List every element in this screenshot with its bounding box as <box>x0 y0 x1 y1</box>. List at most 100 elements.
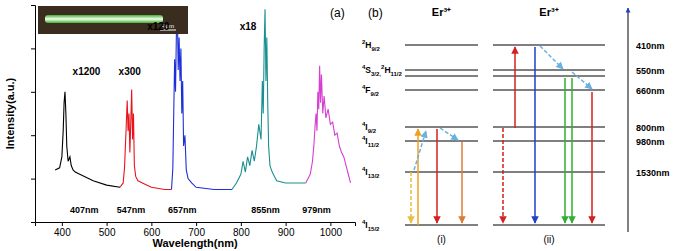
level-wavelength: 660nm <box>636 86 665 96</box>
y-tick-mark <box>31 135 35 136</box>
x-tick-mark <box>330 222 331 226</box>
energy-level <box>405 45 478 46</box>
transition-arrow <box>540 46 563 69</box>
transition-arrow <box>514 47 516 128</box>
x-tick: 400 <box>54 222 71 238</box>
level-wavelength: 980nm <box>636 137 665 147</box>
energy-level <box>493 225 605 226</box>
y-tick <box>31 5 35 6</box>
x-tick: 700 <box>188 222 205 238</box>
spectrum-line <box>306 66 351 183</box>
transition-arrow <box>440 128 458 140</box>
annotation: 407nm <box>70 205 99 215</box>
annotation: 547nm <box>117 205 146 215</box>
energy-level <box>405 172 478 173</box>
level-label: 4S3/2,2H11/2 <box>362 64 403 77</box>
annotation: x120 <box>147 21 170 32</box>
transition-arrow <box>502 128 504 223</box>
energy-level <box>493 76 605 77</box>
x-axis: 4005006007008009001000 <box>36 222 356 238</box>
panel-label: (a) <box>330 6 345 20</box>
column-label: (ii) <box>543 234 554 245</box>
x-tick-label: 400 <box>54 227 71 238</box>
x-tick-mark <box>286 222 287 226</box>
x-tick: 800 <box>233 222 250 238</box>
panel-label: (b) <box>368 6 383 20</box>
y-tick-mark <box>31 179 35 180</box>
x-tick-mark <box>196 222 197 226</box>
transition-arrow <box>591 92 593 223</box>
energy-level <box>493 172 605 173</box>
x-tick-label: 900 <box>278 227 295 238</box>
y-tick <box>31 179 35 180</box>
annotation: 657nm <box>168 205 197 215</box>
level-label: 4I11/2 <box>362 135 380 148</box>
energy-level <box>405 225 478 226</box>
energy-diagram: (b)Er³⁺(i)Er³⁺(ii)2H9/2410nm4S3/2,2H11/2… <box>362 6 670 245</box>
energy-level <box>405 76 478 77</box>
level-label: 4I13/2 <box>362 166 380 179</box>
y-tick-mark <box>31 48 35 49</box>
inset-image: 4μm <box>38 6 188 34</box>
level-label: 4I9/2 <box>362 121 377 134</box>
level-label-part: 9/2 <box>371 91 380 97</box>
level-label-part: 15/2 <box>368 226 380 232</box>
level-label-part: 11/2 <box>368 142 380 148</box>
spectrum-line <box>232 9 306 189</box>
x-tick: 500 <box>99 222 116 238</box>
level-wavelength: 800nm <box>636 123 665 133</box>
column-label: (i) <box>437 234 446 245</box>
x-axis-title: Wavelength(nm) <box>152 237 237 249</box>
y-tick <box>31 135 35 136</box>
y-axis-line <box>31 6 36 223</box>
y-tick-mark <box>31 5 35 6</box>
level-label: 4F9/2 <box>362 84 380 97</box>
inset-rod <box>45 15 163 23</box>
level-label-part: 9/2 <box>371 46 380 52</box>
plot-area <box>55 9 350 189</box>
transition-arrow <box>534 47 536 223</box>
energy-axis <box>628 8 629 232</box>
spectrum-line <box>55 92 120 187</box>
y-tick-mark <box>31 222 35 223</box>
y-tick <box>31 48 35 49</box>
spectrum-line <box>172 9 232 189</box>
annotation: x1200 <box>73 66 101 77</box>
y-axis <box>31 6 36 223</box>
spectrum-line <box>120 90 171 190</box>
level-label-part: 3/2, <box>371 71 381 77</box>
level-label: 4I15/2 <box>362 219 380 232</box>
energy-level <box>493 70 605 71</box>
annotation: 855nm <box>251 205 280 215</box>
energy-level <box>493 45 605 46</box>
level-wavelength: 550nm <box>636 66 665 76</box>
x-tick-label: 500 <box>99 227 116 238</box>
y-axis-title: Intensity(a.u.) <box>4 77 16 149</box>
energy-level <box>405 70 478 71</box>
transition-arrow <box>436 129 438 223</box>
y-tick <box>31 222 35 223</box>
level-wavelength: 410nm <box>636 41 665 51</box>
energy-level <box>405 141 478 142</box>
x-tick-mark <box>62 222 63 226</box>
annotation: x300 <box>119 66 142 77</box>
x-tick-mark <box>151 222 152 226</box>
x-axis-line <box>36 223 356 227</box>
transition-arrow <box>461 142 463 223</box>
y-tick <box>31 92 35 93</box>
energy-level <box>405 127 478 128</box>
column-header: Er³⁺ <box>432 6 451 18</box>
level-label-part: 11/2 <box>391 71 403 77</box>
transition-arrow <box>414 131 426 170</box>
transition-arrow <box>410 172 412 223</box>
annotation: x18 <box>240 21 257 32</box>
level-label: 2H9/2 <box>362 39 380 52</box>
x-tick: 900 <box>278 222 295 238</box>
transition-arrow <box>417 129 419 225</box>
annotation: 979nm <box>302 205 331 215</box>
energy-level <box>493 90 605 91</box>
energy-level <box>493 141 605 142</box>
level-label-part: 13/2 <box>368 173 380 179</box>
figure: 4005006007008009001000Wavelength(nm)Inte… <box>0 0 685 251</box>
inset-background <box>38 6 188 34</box>
